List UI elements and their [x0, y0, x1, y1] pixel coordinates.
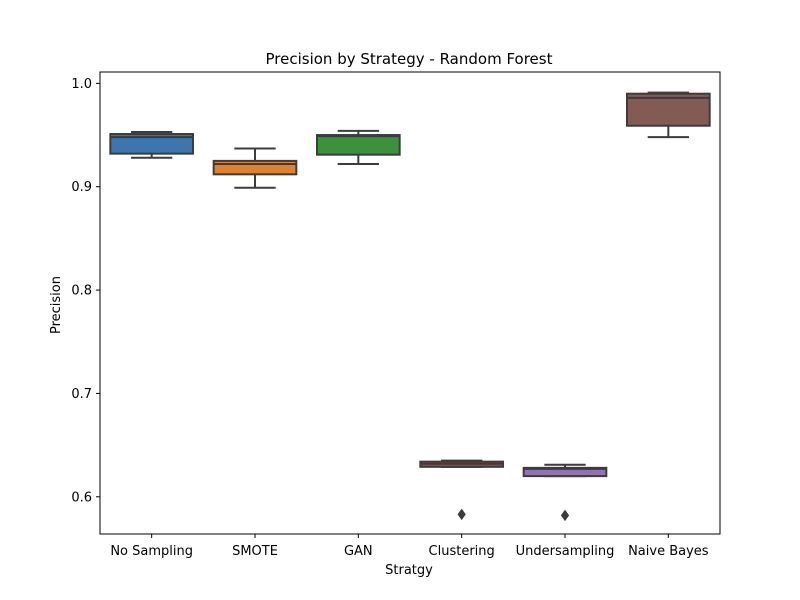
box — [109, 133, 194, 155]
chart-title: Precision by Strategy - Random Forest — [266, 50, 553, 68]
y-axis-label: Precision — [49, 276, 64, 334]
plot-frame — [99, 71, 721, 535]
x-tick-label: SMOTE — [232, 544, 278, 559]
box — [522, 466, 608, 478]
outlier-point — [560, 509, 570, 522]
x-tick-label: Clustering — [429, 544, 495, 559]
x-tick-label: No Sampling — [110, 544, 193, 559]
outlier-point — [457, 508, 466, 521]
box — [212, 159, 298, 176]
y-tick-label: 0.6 — [71, 490, 92, 505]
x-axis-label: Stratgy — [385, 563, 433, 578]
y-tick-label: 0.8 — [71, 284, 92, 299]
box — [626, 92, 711, 127]
y-tick-label: 0.7 — [71, 387, 92, 402]
x-tick-label: Undersampling — [516, 544, 615, 559]
x-tick-label: GAN — [344, 544, 373, 559]
plot-area: 0.6 0.7 0.8 0.9 1.0 No Sampling SMOTE GAN Cluste… — [71, 77, 711, 559]
x-tick-label: Naive Bayes — [628, 544, 709, 559]
y-tick-label: 1.0 — [71, 77, 92, 92]
y-tick-label: 0.9 — [71, 180, 92, 195]
box — [316, 134, 401, 156]
